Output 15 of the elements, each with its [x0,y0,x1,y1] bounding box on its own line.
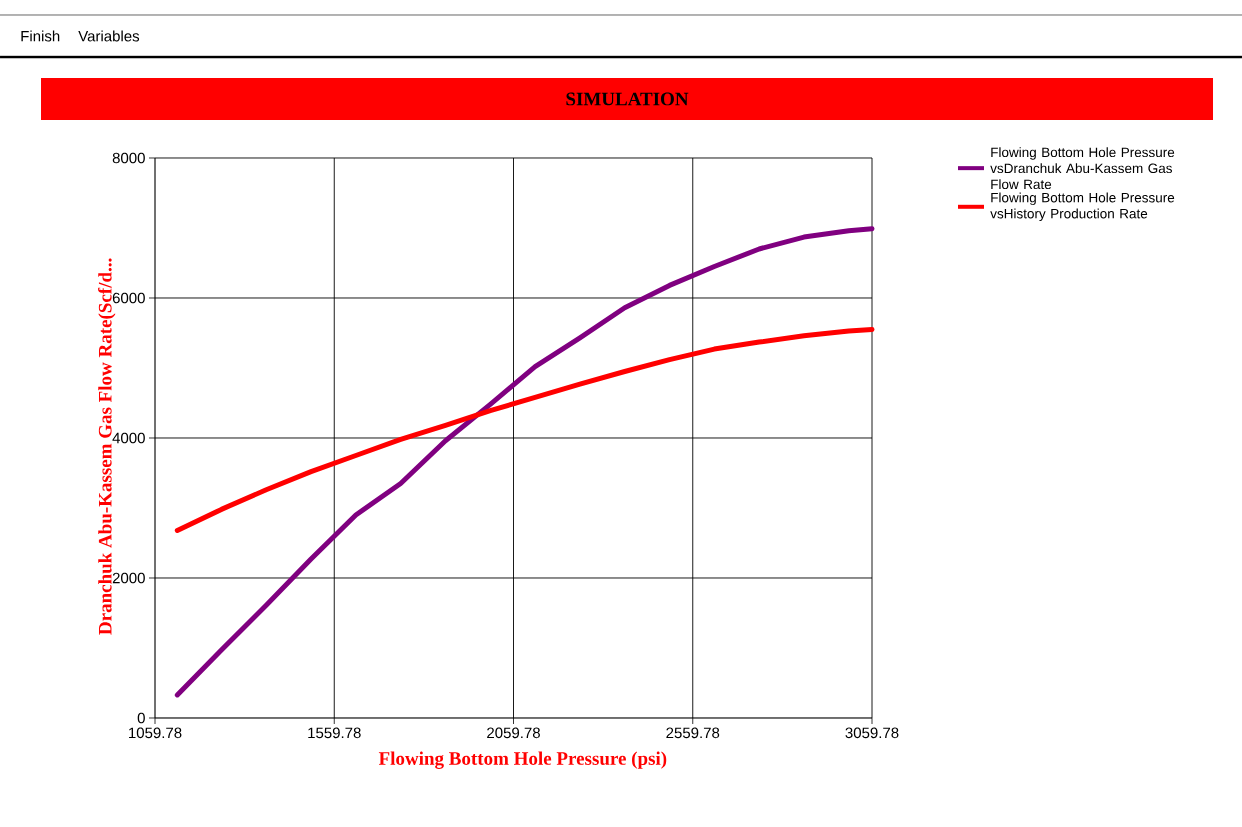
legend-label: Flowing Bottom Hole Pressure vsHistory Production Rate [990,192,1175,222]
text: Variables [78,30,140,42]
y-tick-label: 8000 [112,152,145,164]
y-tick-label: 6000 [112,292,145,304]
x-tick-label: 1559.78 [308,727,361,739]
x-axis-title: Flowing Bottom Hole Pressure (psi) [378,751,667,769]
y-tick-label: 0 [137,712,145,724]
y-tick-label: 4000 [112,432,145,444]
chart-title: SIMULATION [566,92,689,106]
text: Finish [21,30,60,42]
x-tick-label: 2059.78 [487,727,540,739]
x-tick-label: 2559.78 [666,727,720,739]
x-tick-label: 3059.78 [845,727,899,739]
legend-label: Flowing Bottom Hole Pressure vsDranchuk Abu-Kassem Gas Flow Rate [990,147,1175,190]
x-tick-label: 1059.78 [129,727,182,739]
